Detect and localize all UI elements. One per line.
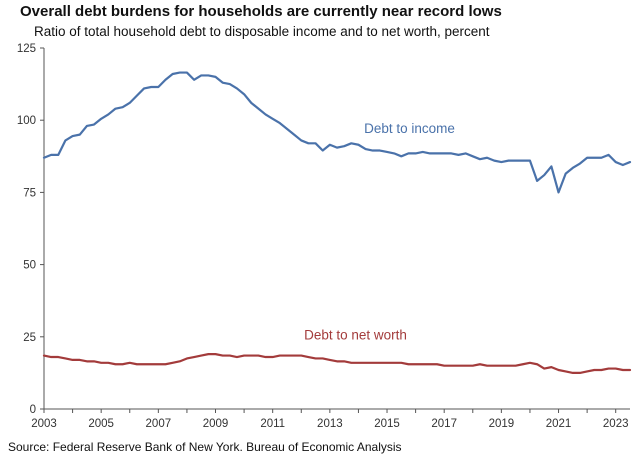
y-tick-label: 0 — [30, 404, 36, 416]
chart-subtitle: Ratio of total household debt to disposa… — [34, 24, 490, 39]
x-tick-label: 2003 — [31, 418, 57, 430]
x-tick-label: 2011 — [260, 418, 285, 430]
chart-lines — [42, 71, 632, 374]
chart-title: Overall debt burdens for households are … — [20, 3, 502, 20]
x-tick-label: 2015 — [374, 418, 400, 430]
series-line-debt-to-income — [42, 71, 632, 194]
series-label-debt-to-income: Debt to income — [364, 121, 455, 136]
series-label-debt-to-net-worth: Debt to net worth — [304, 328, 407, 343]
chart-axes: 0 25 50 75 100 125 2003 2005 2007 2009 2011 2013 201… — [17, 43, 630, 430]
x-tick-label: 2017 — [431, 418, 457, 430]
x-tick-label: 2005 — [88, 418, 114, 430]
y-tick-label: 125 — [17, 43, 36, 55]
chart-source-note: Source: Federal Reserve Bank of New York… — [8, 440, 402, 454]
y-tick-label: 50 — [23, 260, 36, 272]
y-tick-label: 100 — [17, 115, 36, 127]
chart-series-labels: Debt to income Debt to net worth — [304, 121, 455, 342]
x-tick-label: 2009 — [203, 418, 229, 430]
x-tick-label: 2013 — [317, 418, 343, 430]
y-tick-label: 25 — [23, 332, 36, 344]
series-line-debt-to-net-worth — [42, 353, 632, 374]
x-tick-label: 2007 — [146, 418, 172, 430]
x-tick-label: 2019 — [489, 418, 515, 430]
y-tick-label: 75 — [23, 187, 36, 199]
x-tick-label: 2023 — [603, 418, 629, 430]
x-tick-label: 2021 — [546, 418, 572, 430]
